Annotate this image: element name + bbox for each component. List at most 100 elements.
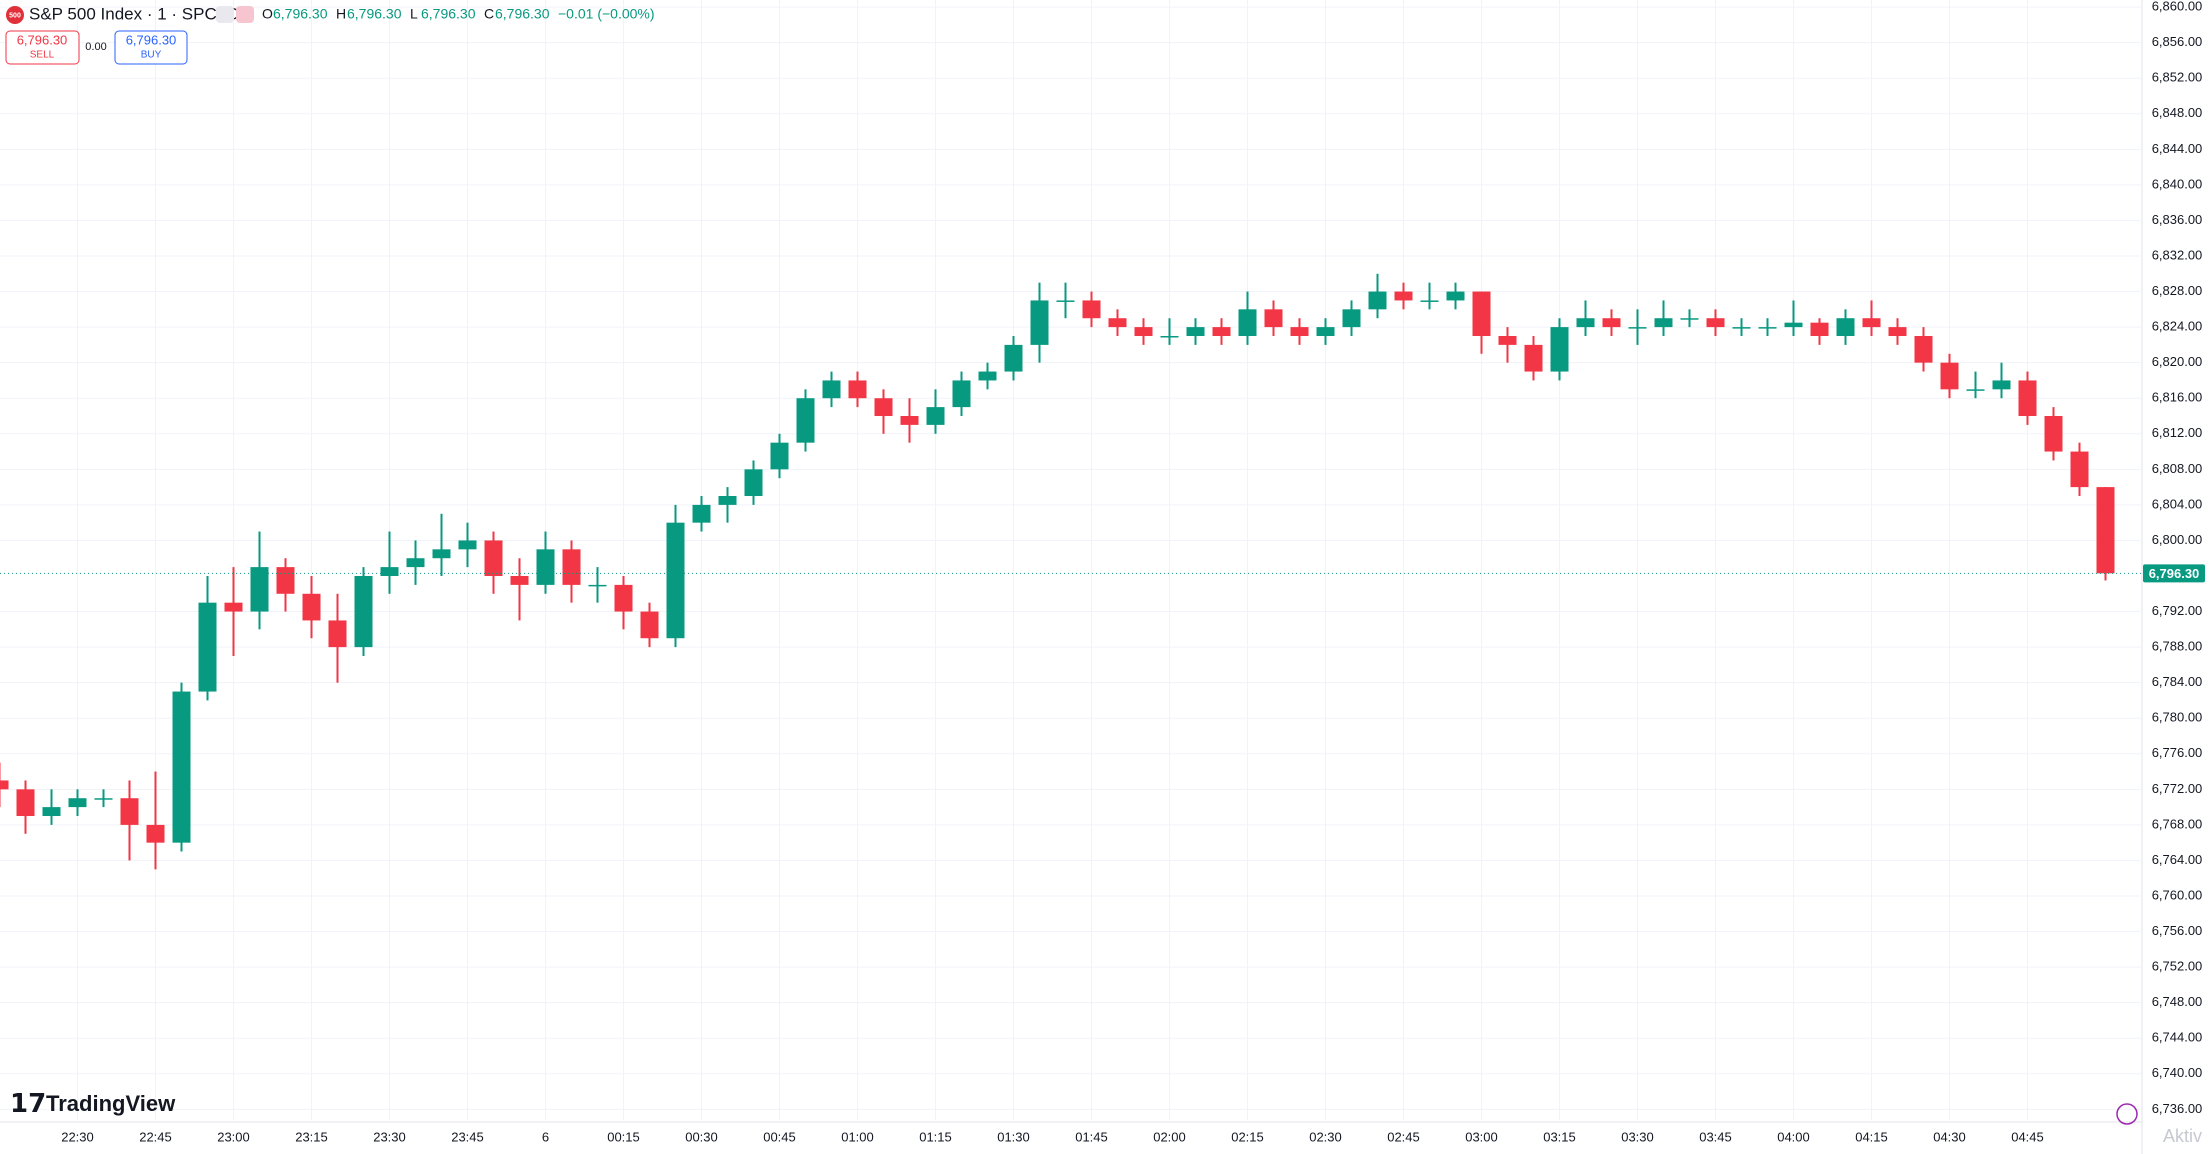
candle-body [1628, 327, 1647, 329]
candle-body [302, 593, 321, 621]
x-tick-label: 01:15 [919, 1129, 952, 1144]
symbol-badge: 500 [9, 12, 21, 19]
sell-price[interactable]: 6,796.30 [17, 32, 68, 47]
x-tick-label: 04:15 [1855, 1129, 1888, 1144]
sell-label[interactable]: SELL [30, 50, 55, 61]
candle-body [1524, 344, 1543, 372]
candle-body [796, 398, 815, 443]
candle-body [822, 380, 841, 399]
spread: 0.00 [85, 41, 106, 53]
candle-body [536, 549, 555, 585]
candle-body [510, 576, 529, 585]
candle-body [1888, 327, 1907, 336]
brand-mark: 𝟭𝟳 [10, 1088, 46, 1118]
candle-body [1576, 318, 1595, 328]
y-tick-label: 6,760.00 [2152, 887, 2203, 902]
candle-body [848, 380, 867, 399]
candle-body [640, 611, 659, 639]
candle-body [94, 798, 113, 800]
y-tick-label: 6,852.00 [2152, 70, 2203, 85]
candle-body [1134, 327, 1153, 336]
x-tick-label: 02:30 [1309, 1129, 1342, 1144]
candle-body [1342, 309, 1361, 328]
last-price-tag [2143, 564, 2205, 583]
x-tick-label: 03:45 [1699, 1129, 1732, 1144]
candle-body [1758, 327, 1777, 329]
candle-body [1836, 318, 1855, 336]
candle-body [1498, 336, 1517, 345]
candle-body [1680, 318, 1699, 320]
candle-body [562, 549, 581, 585]
candle-body [1940, 362, 1959, 390]
y-tick-label: 6,740.00 [2152, 1065, 2203, 1080]
candle-body [1602, 318, 1621, 328]
candle-body [1186, 327, 1205, 336]
y-tick-label: 6,756.00 [2152, 923, 2203, 938]
ohlc-value: 6,796.30 [347, 6, 402, 22]
candle-body [224, 602, 243, 612]
ohlc-key: L [410, 6, 418, 22]
buy-label[interactable]: BUY [141, 50, 162, 61]
y-tick-label: 6,804.00 [2152, 496, 2203, 511]
x-tick-label: 00:15 [607, 1129, 640, 1144]
ohlc-value: 6,796.30 [495, 6, 550, 22]
icon[interactable] [236, 6, 254, 23]
y-tick-label: 6,752.00 [2152, 959, 2203, 974]
candle-body [588, 584, 607, 587]
y-tick-label: 6,844.00 [2152, 141, 2203, 156]
x-tick-label: 03:00 [1465, 1129, 1498, 1144]
candle-body [1004, 344, 1023, 372]
candle-body [458, 540, 477, 550]
candle-body [874, 398, 893, 416]
y-tick-label: 6,784.00 [2152, 674, 2203, 689]
candle-body [1914, 336, 1933, 363]
y-tick-label: 6,856.00 [2152, 34, 2203, 49]
symbol-title: S&P 500 Index · 1 · SPCFD [29, 4, 239, 23]
ohlc-key: H [336, 6, 346, 22]
ohlc-key: C [484, 6, 494, 22]
icon[interactable] [216, 6, 234, 23]
ohlc-change: −0.01 (−0.00%) [558, 6, 655, 22]
candle-body [0, 780, 9, 790]
y-tick-label: 6,772.00 [2152, 781, 2203, 796]
candle-body [2044, 416, 2063, 452]
x-tick-label: 04:30 [1933, 1129, 1966, 1144]
candle-body [16, 789, 35, 816]
x-tick-label: 01:45 [1075, 1129, 1108, 1144]
y-tick-label: 6,748.00 [2152, 994, 2203, 1009]
y-tick-label: 6,764.00 [2152, 852, 2203, 867]
candle-body [1966, 389, 1985, 391]
candle-body [978, 371, 997, 381]
y-tick-label: 6,816.00 [2152, 390, 2203, 405]
x-tick-label: 03:15 [1543, 1129, 1576, 1144]
x-tick-label: 04:45 [2011, 1129, 2044, 1144]
brand[interactable]: TradingView [46, 1091, 176, 1116]
candle-body [1030, 300, 1049, 345]
y-tick-label: 6,744.00 [2152, 1030, 2203, 1045]
x-tick-label: 03:30 [1621, 1129, 1654, 1144]
x-tick-label: 22:45 [139, 1129, 172, 1144]
y-tick-label: 6,832.00 [2152, 247, 2203, 262]
x-tick-label: 04:00 [1777, 1129, 1810, 1144]
y-tick-label: 6,780.00 [2152, 710, 2203, 725]
candle-body [666, 522, 685, 639]
y-tick-label: 6,768.00 [2152, 816, 2203, 831]
y-tick-label: 6,788.00 [2152, 639, 2203, 654]
candle-body [276, 567, 295, 594]
sell-button[interactable] [5, 30, 80, 65]
candle-body [1472, 291, 1491, 336]
buy-price[interactable]: 6,796.30 [126, 32, 177, 47]
x-tick-label: 02:00 [1153, 1129, 1186, 1144]
x-tick-label: 22:30 [61, 1129, 94, 1144]
candle-body [172, 691, 191, 843]
y-tick-label: 6,800.00 [2152, 532, 2203, 547]
x-tick-label: 23:30 [373, 1129, 406, 1144]
y-tick-label: 6,776.00 [2152, 745, 2203, 760]
y-tick-label: 6,836.00 [2152, 212, 2203, 227]
buy-button[interactable] [114, 30, 188, 65]
x-tick-label: 23:00 [217, 1129, 250, 1144]
lightning-icon[interactable] [2116, 1103, 2138, 1125]
